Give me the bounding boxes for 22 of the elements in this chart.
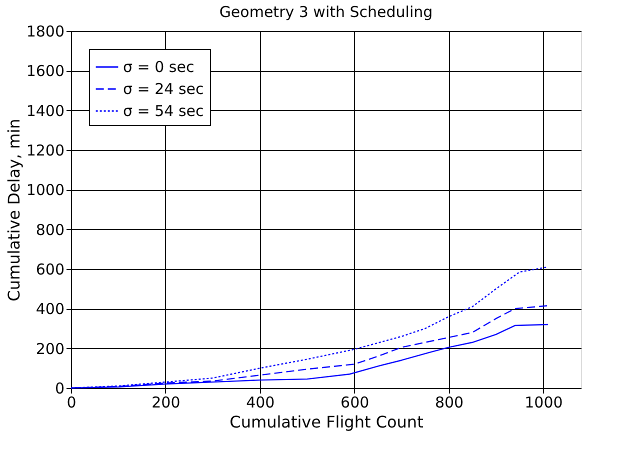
x-tick-label: 1000 — [524, 394, 563, 412]
y-tick-label: 400 — [36, 300, 64, 318]
y-axis-title: Cumulative Delay, min — [4, 118, 24, 302]
y-tick-label: 800 — [36, 220, 64, 239]
y-tick-label: 0 — [54, 380, 64, 398]
x-tick-label: 800 — [434, 394, 464, 412]
legend-label: σ = 24 sec — [123, 80, 204, 98]
y-tick-label: 1200 — [26, 142, 64, 160]
y-tick-label: 1800 — [26, 22, 64, 40]
y-tick-label: 1400 — [26, 102, 64, 120]
x-tick-label: 400 — [246, 394, 275, 412]
y-tick-label: 1000 — [26, 181, 64, 200]
y-tick-label: 600 — [36, 260, 64, 278]
x-tick-label: 0 — [66, 394, 76, 412]
x-tick-label: 600 — [340, 394, 370, 412]
legend-label: σ = 54 sec — [123, 102, 204, 120]
y-tick-label: 200 — [36, 340, 64, 358]
x-axis-title: Cumulative Flight Count — [230, 412, 424, 432]
chart-title: Geometry 3 with Scheduling — [219, 3, 433, 21]
y-tick-label: 1600 — [26, 62, 64, 80]
legend-label: σ = 0 sec — [123, 58, 194, 76]
x-tick-label: 200 — [152, 394, 180, 412]
